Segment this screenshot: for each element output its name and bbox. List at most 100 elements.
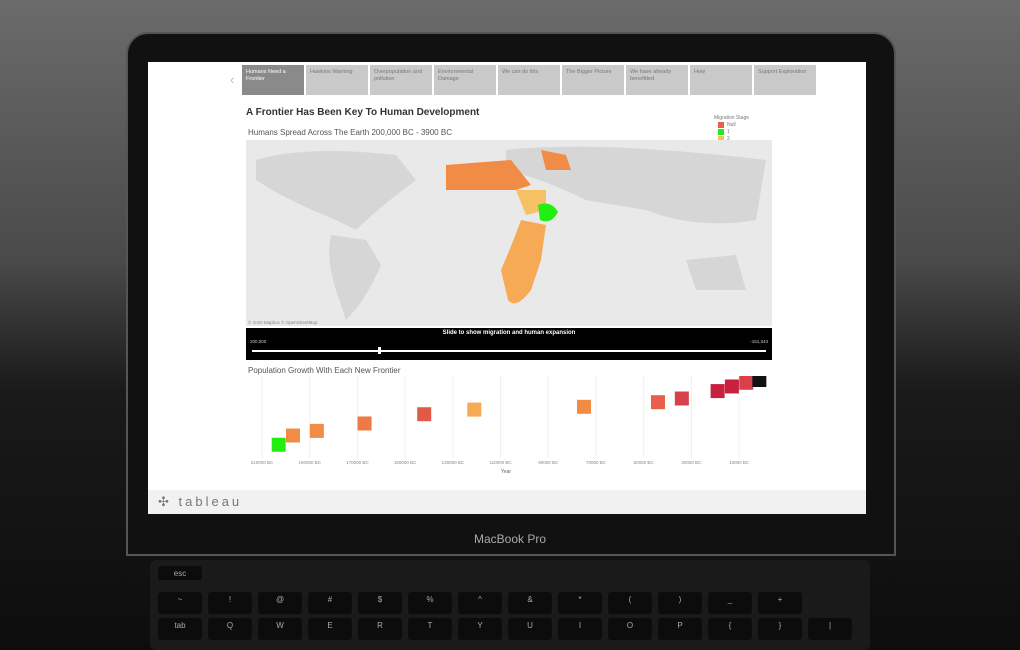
prev-tab-arrow-icon[interactable]: ‹ bbox=[230, 72, 235, 87]
chart-svg: 210000 BC 190000 BC 170000 BC 150000 BC 1300… bbox=[251, 373, 767, 475]
x-tick-label: 190000 BC bbox=[298, 460, 321, 465]
key[interactable]: Y bbox=[458, 618, 502, 640]
slider-max: -151,343 bbox=[750, 339, 768, 344]
key[interactable]: * bbox=[558, 592, 602, 614]
legend-label: Null bbox=[727, 122, 736, 128]
tab-1[interactable]: Hawkins Warning bbox=[306, 65, 368, 95]
legend-swatch bbox=[718, 136, 724, 142]
legend-label: 1 bbox=[727, 129, 730, 135]
key[interactable]: Q bbox=[208, 618, 252, 640]
south-america bbox=[329, 235, 381, 320]
key[interactable]: } bbox=[758, 618, 802, 640]
device-label: MacBook Pro bbox=[473, 532, 547, 546]
x-tick-label: 70000 BC bbox=[586, 460, 607, 465]
data-point[interactable] bbox=[752, 373, 767, 387]
key[interactable]: O bbox=[608, 618, 652, 640]
x-axis-label: Year bbox=[501, 469, 511, 475]
key[interactable]: # bbox=[308, 592, 352, 614]
tab-5[interactable]: The Bigger Picture bbox=[562, 65, 624, 95]
key[interactable]: | bbox=[808, 618, 852, 640]
key[interactable]: ^ bbox=[458, 592, 502, 614]
key[interactable]: U bbox=[508, 618, 552, 640]
slider-label: Slide to show migration and human expans… bbox=[442, 330, 576, 336]
data-point[interactable] bbox=[724, 379, 739, 394]
data-point[interactable] bbox=[674, 391, 689, 406]
legend-swatch bbox=[718, 129, 724, 135]
tab-7[interactable]: How bbox=[690, 65, 752, 95]
tab-0[interactable]: Humans Need a Frontier bbox=[242, 65, 304, 95]
data-point[interactable] bbox=[467, 402, 482, 417]
key[interactable]: _ bbox=[708, 592, 752, 614]
legend-title: Migration Stage bbox=[714, 115, 750, 121]
legend-item[interactable]: 2 bbox=[718, 136, 749, 142]
x-tick-label: 30000 BC bbox=[681, 460, 702, 465]
legend-item[interactable]: Null bbox=[718, 122, 749, 128]
tab-8[interactable]: Support Exploration bbox=[754, 65, 816, 95]
tab-3[interactable]: Environmental Damage bbox=[434, 65, 496, 95]
data-point[interactable] bbox=[309, 423, 324, 438]
data-point[interactable] bbox=[739, 375, 754, 390]
slider-track[interactable] bbox=[252, 350, 766, 352]
key[interactable]: + bbox=[758, 592, 802, 614]
tab-2[interactable]: Overpopulation and pollution bbox=[370, 65, 432, 95]
arabia-region bbox=[541, 150, 571, 170]
x-tick-label: 210000 BC bbox=[251, 460, 274, 465]
x-tick-label: 10000 BC bbox=[729, 460, 750, 465]
data-point[interactable] bbox=[286, 428, 301, 443]
key[interactable]: E bbox=[308, 618, 352, 640]
x-tick-label: 150000 BC bbox=[394, 460, 417, 465]
key[interactable]: ) bbox=[658, 592, 702, 614]
key[interactable]: ( bbox=[608, 592, 652, 614]
slider-thumb[interactable] bbox=[378, 347, 381, 354]
north-africa bbox=[446, 160, 531, 190]
dashboard-title: A Frontier Has Been Key To Human Develop… bbox=[246, 107, 480, 118]
legend-label: 2 bbox=[727, 136, 730, 142]
data-point[interactable] bbox=[417, 407, 432, 422]
x-tick-label: 50000 BC bbox=[634, 460, 655, 465]
data-point[interactable] bbox=[577, 399, 592, 414]
key[interactable]: & bbox=[508, 592, 552, 614]
story-tabs: Humans Need a Frontier Hawkins Warning Ove… bbox=[242, 65, 816, 95]
key[interactable]: R bbox=[358, 618, 402, 640]
eurasia bbox=[506, 146, 766, 224]
key[interactable]: tab bbox=[158, 618, 202, 640]
map-svg bbox=[256, 146, 766, 320]
tableau-logo[interactable]: ✣ tableau bbox=[158, 494, 243, 509]
key[interactable]: T bbox=[408, 618, 452, 640]
tableau-footer: ✣ tableau bbox=[148, 490, 866, 514]
logo-text: tableau bbox=[178, 494, 243, 509]
key[interactable]: I bbox=[558, 618, 602, 640]
ethiopia bbox=[538, 203, 558, 222]
tab-6[interactable]: We have already benefitted bbox=[626, 65, 688, 95]
key[interactable]: ! bbox=[208, 592, 252, 614]
data-point[interactable] bbox=[271, 437, 286, 452]
tab-4[interactable]: We can do this bbox=[498, 65, 560, 95]
x-tick-label: 170000 BC bbox=[346, 460, 369, 465]
key[interactable]: ~ bbox=[158, 592, 202, 614]
population-chart: 210000 BC 190000 BC 170000 BC 150000 BC 1300… bbox=[246, 373, 772, 475]
key[interactable]: W bbox=[258, 618, 302, 640]
key[interactable]: $ bbox=[358, 592, 402, 614]
data-point[interactable] bbox=[357, 416, 372, 431]
australia bbox=[686, 255, 746, 290]
key[interactable]: esc bbox=[158, 566, 202, 580]
key[interactable]: P bbox=[658, 618, 702, 640]
legend-swatch bbox=[718, 122, 724, 128]
east-south-africa bbox=[501, 220, 546, 304]
key[interactable]: { bbox=[708, 618, 752, 640]
x-tick-label: 90000 BC bbox=[538, 460, 559, 465]
key[interactable]: @ bbox=[258, 592, 302, 614]
data-point[interactable] bbox=[710, 384, 725, 399]
map-copyright: © 2020 Mapbox © OpenStreetMap bbox=[248, 320, 318, 325]
key[interactable]: % bbox=[408, 592, 452, 614]
map-title: Humans Spread Across The Earth 200,000 B… bbox=[248, 128, 452, 137]
x-tick-label: 110000 BC bbox=[489, 460, 512, 465]
chart-title: Population Growth With Each New Frontier bbox=[248, 366, 401, 375]
migration-map[interactable]: © 2020 Mapbox © OpenStreetMap bbox=[246, 140, 772, 326]
x-tick-label: 130000 BC bbox=[442, 460, 465, 465]
data-point[interactable] bbox=[650, 395, 665, 410]
year-slider[interactable]: Slide to show migration and human expans… bbox=[246, 328, 772, 360]
slider-min: 200,000 bbox=[250, 339, 267, 344]
legend-item[interactable]: 1 bbox=[718, 129, 749, 135]
